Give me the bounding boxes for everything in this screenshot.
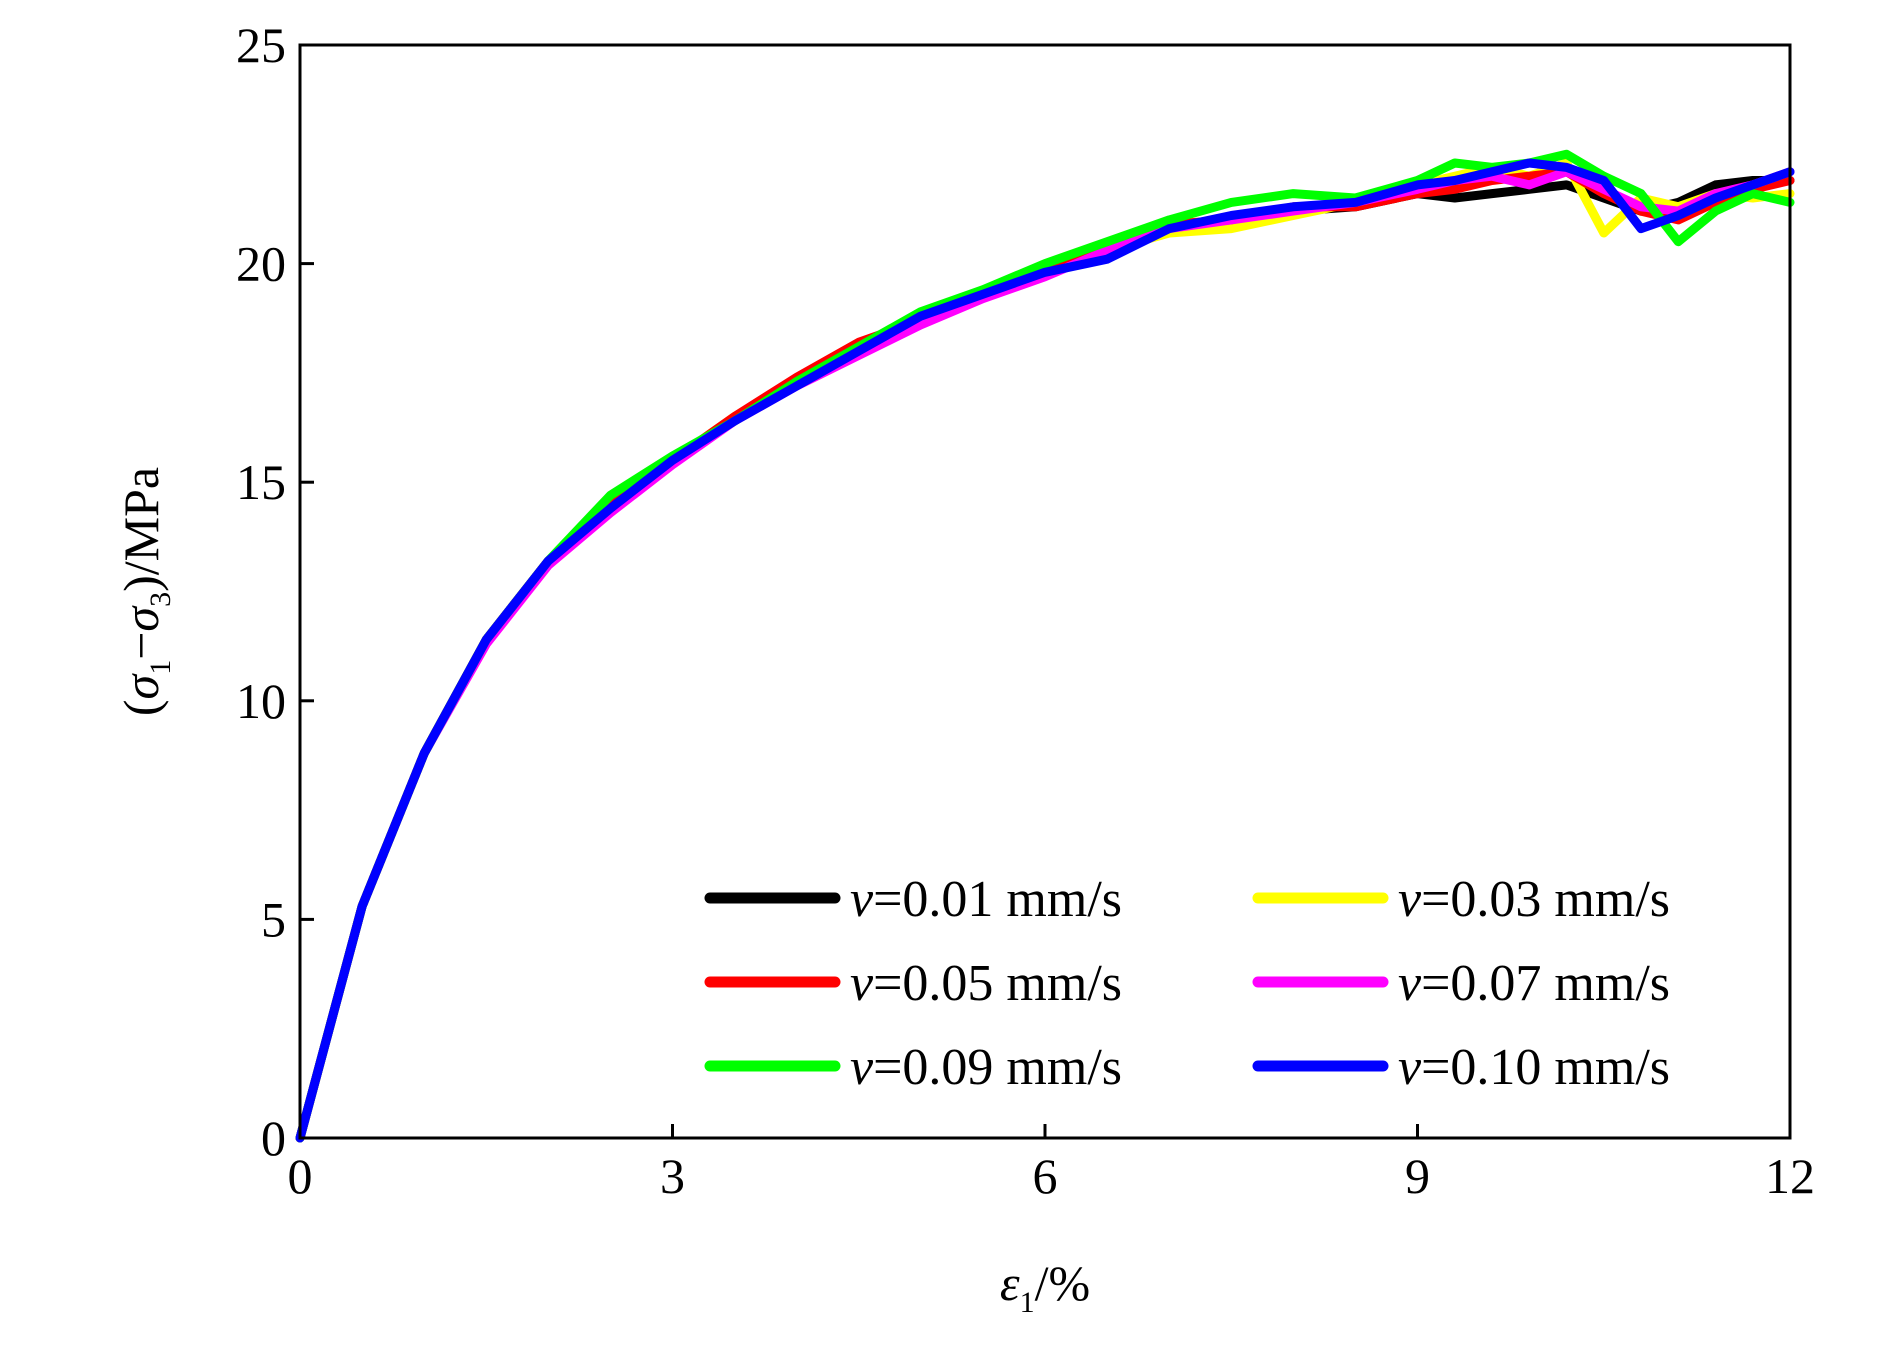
x-tick-label: 0 (288, 1148, 313, 1204)
series-line-5 (295, 158, 1795, 1143)
y-tick-label: 15 (236, 454, 286, 510)
x-tick-label: 6 (1033, 1148, 1058, 1204)
legend-label-1: v=0.03 mm/s (1398, 871, 1670, 928)
legend-label-2: v=0.05 mm/s (850, 955, 1122, 1012)
y-axis-title-sigma3: σ (113, 605, 169, 632)
legend-label-symbol: v (850, 955, 874, 1012)
legend-label-rest: =0.03 mm/s (1421, 871, 1670, 928)
legend-label-symbol: v (1398, 871, 1422, 928)
y-axis-title-rest: )/MPa (113, 467, 169, 592)
legend-label-rest: =0.09 mm/s (873, 1039, 1122, 1096)
series-layer (295, 149, 1795, 1143)
x-tick-label: 12 (1765, 1148, 1815, 1204)
y-axis-title-sub1: 1 (144, 660, 177, 675)
y-tick-label: 25 (236, 17, 286, 73)
x-axis-title-subscript: 1 (1020, 1286, 1035, 1319)
x-axis-title: ε1/% (1000, 1255, 1090, 1319)
y-axis-title-open: ( (113, 699, 169, 716)
legend-label-rest: =0.05 mm/s (873, 955, 1122, 1012)
x-tick-label: 9 (1405, 1148, 1430, 1204)
legend-label-symbol: v (1398, 1039, 1422, 1096)
y-axis-title-minus: − (113, 632, 169, 660)
legend-label-3: v=0.07 mm/s (1398, 955, 1670, 1012)
y-axis-title-sigma1: σ (113, 672, 169, 699)
legend: v=0.01 mm/s v=0.03 mm/sv=0.05 mm/s v=0.07 … (704, 871, 1670, 1096)
y-tick-label: 20 (236, 236, 286, 292)
series-line-4 (295, 149, 1795, 1143)
axis-ticks: 0 3 6 9 12 0 5 10 15 20 25 (236, 17, 1815, 1204)
legend-label-rest: =0.01 mm/s (873, 871, 1122, 928)
legend-label-symbol: v (1398, 955, 1422, 1012)
y-tick-label: 10 (236, 673, 286, 729)
legend-label-0: v=0.01 mm/s (850, 871, 1122, 928)
legend-label-symbol: v (850, 871, 874, 928)
y-tick-label: 0 (261, 1110, 286, 1166)
x-axis-title-rest: /% (1035, 1255, 1091, 1311)
legend-label-rest: =0.10 mm/s (1421, 1039, 1670, 1096)
y-axis-title: (σ1−σ3)/MPa (113, 467, 177, 716)
legend-label-5: v=0.10 mm/s (1398, 1039, 1670, 1096)
x-tick-label: 3 (660, 1148, 685, 1204)
y-tick-label: 5 (261, 891, 286, 947)
y-axis-title-sub3: 3 (144, 592, 177, 607)
legend-label-4: v=0.09 mm/s (850, 1039, 1122, 1096)
legend-label-symbol: v (850, 1039, 874, 1096)
x-axis-title-symbol: ε (1000, 1255, 1020, 1311)
legend-label-rest: =0.07 mm/s (1421, 955, 1670, 1012)
